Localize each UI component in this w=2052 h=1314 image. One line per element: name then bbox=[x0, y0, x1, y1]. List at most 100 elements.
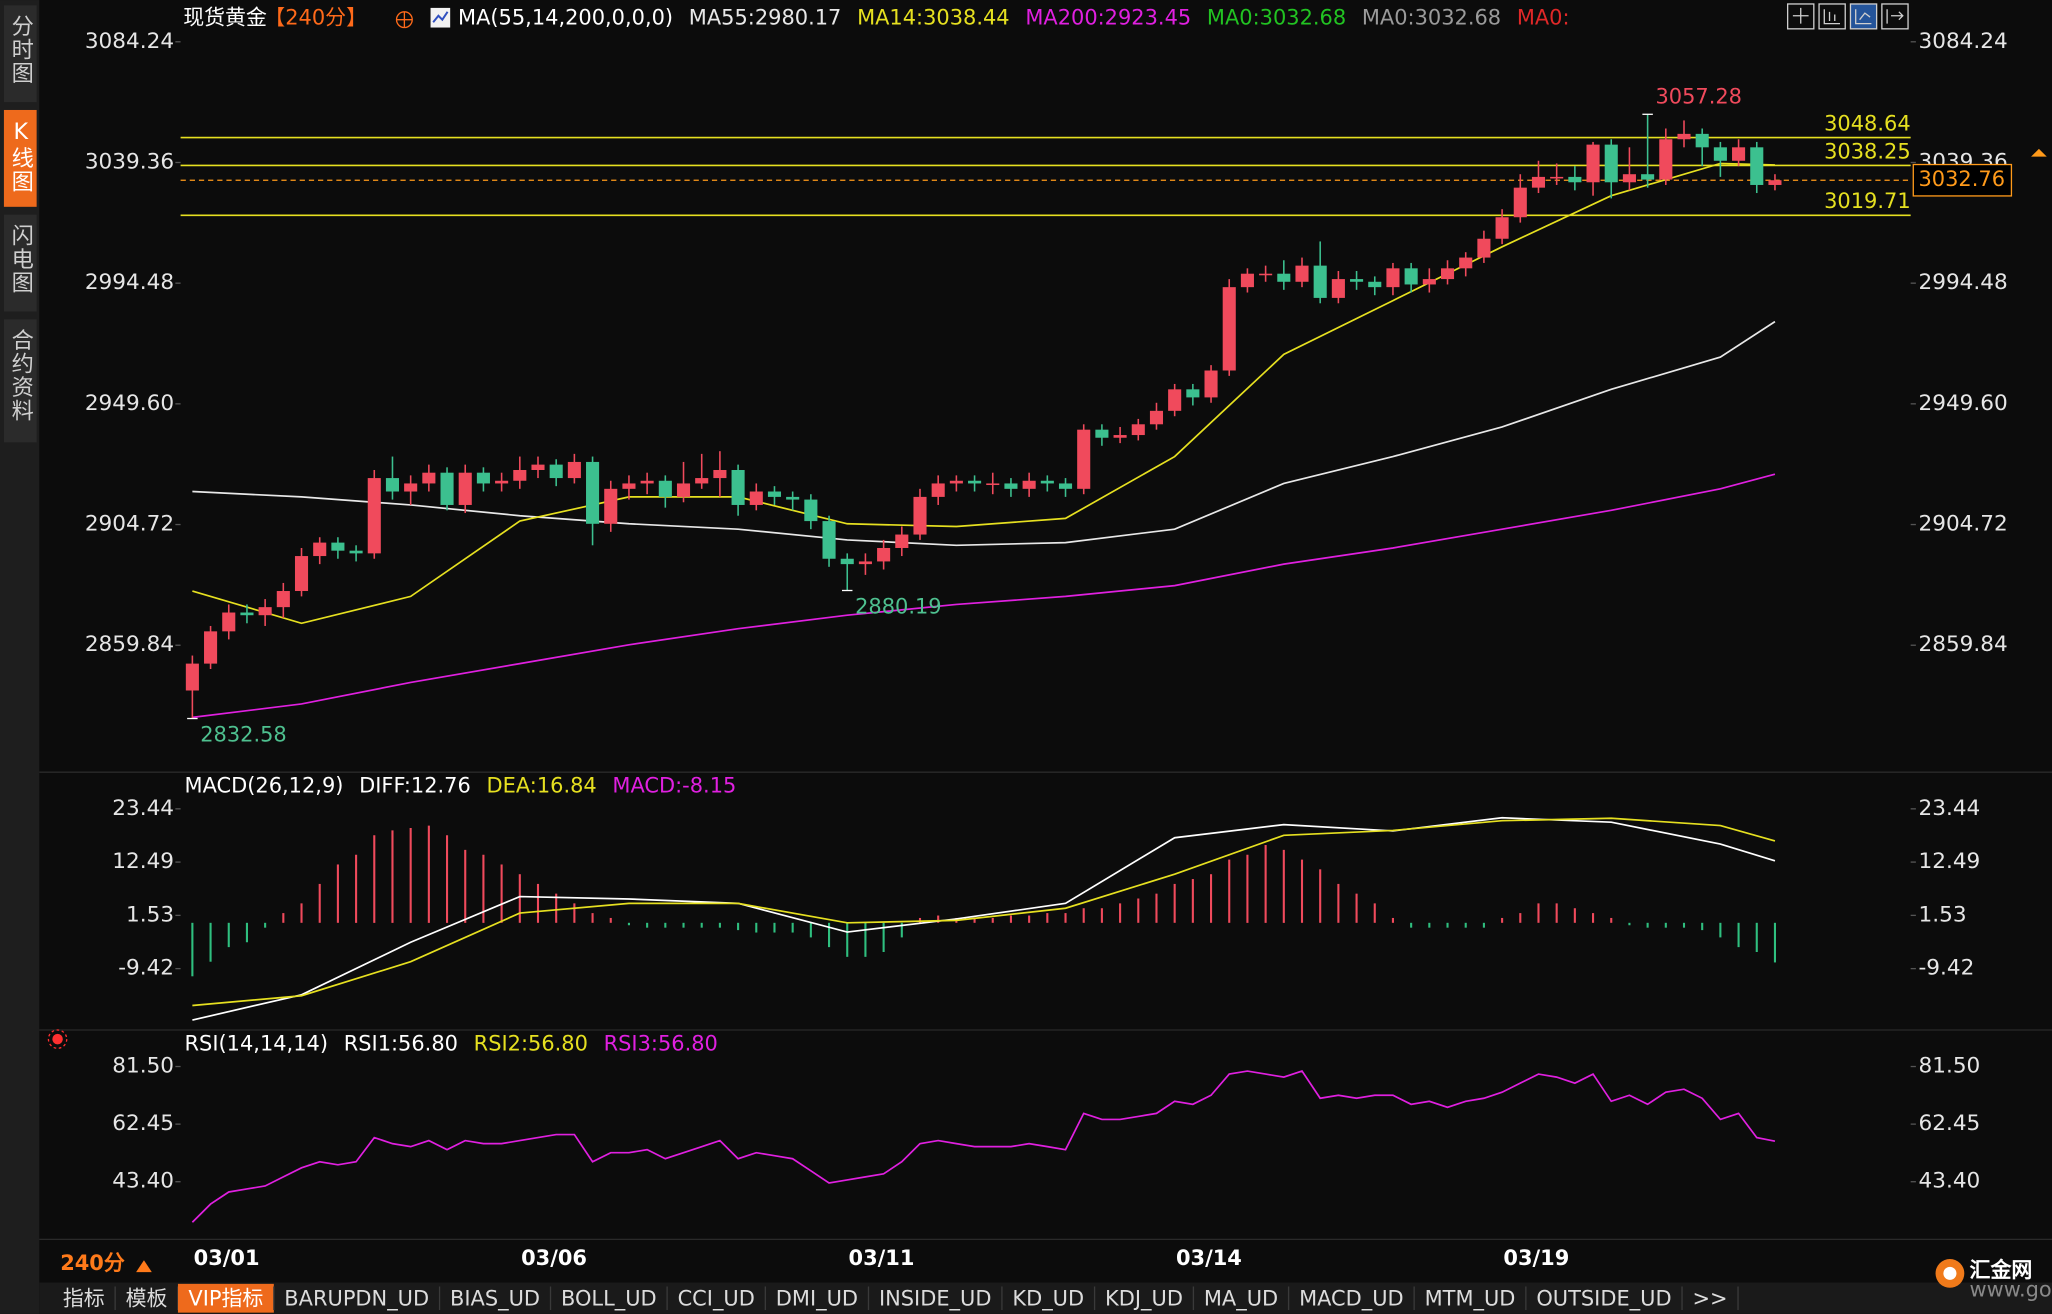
tab[interactable]: VIP指标 bbox=[188, 1287, 263, 1311]
icon-glyph bbox=[1886, 9, 1904, 24]
extreme-label: 2880.19 bbox=[855, 595, 942, 619]
x-tick-label: 03/11 bbox=[849, 1246, 915, 1270]
y2-tick-label: 2859.84 bbox=[1919, 632, 2008, 657]
y-tick-label: 2994.48 bbox=[85, 270, 174, 295]
y-tick-label: 12.49 bbox=[112, 849, 174, 874]
tab[interactable]: MA_UD bbox=[1204, 1287, 1278, 1312]
candle-body bbox=[731, 470, 745, 505]
candle-body bbox=[968, 480, 982, 484]
sidebar-tab[interactable] bbox=[3, 5, 37, 103]
candle-body bbox=[476, 472, 490, 484]
last-price-label: 3032.76 bbox=[1919, 167, 2006, 191]
icon[interactable] bbox=[1881, 3, 1909, 30]
candle-body bbox=[1240, 273, 1254, 288]
marker bbox=[52, 1033, 63, 1045]
candle-body bbox=[1040, 480, 1054, 484]
legend-entry: 现货黄金 bbox=[183, 5, 267, 29]
tab[interactable]: DMI_UD bbox=[776, 1287, 858, 1312]
candle-body bbox=[986, 483, 1000, 486]
tab[interactable]: KD_UD bbox=[1012, 1287, 1084, 1312]
y-tick-label: 2904.72 bbox=[85, 512, 174, 537]
candle-body bbox=[1350, 279, 1364, 282]
tab[interactable]: BOLL_UD bbox=[561, 1287, 657, 1312]
legend-entry: MA0: bbox=[1517, 5, 1570, 29]
candle-body bbox=[513, 470, 527, 481]
legend-entry: MA(55,14,200,0,0,0) bbox=[458, 5, 673, 29]
tab[interactable]: MACD_UD bbox=[1299, 1287, 1404, 1312]
candle-body bbox=[1386, 268, 1400, 288]
indicator-marker bbox=[47, 1029, 68, 1049]
candle-body bbox=[1331, 279, 1345, 298]
sidebar-tab[interactable] bbox=[3, 319, 37, 443]
icon-glyph bbox=[1792, 7, 1809, 24]
tab[interactable]: MTM_UD bbox=[1425, 1287, 1516, 1312]
candle-body bbox=[240, 612, 254, 616]
tab-bg bbox=[177, 1283, 274, 1313]
candle-body bbox=[858, 561, 872, 565]
legend-entry: RSI3:56.80 bbox=[604, 1031, 718, 1055]
candle-body bbox=[294, 556, 309, 592]
icon[interactable] bbox=[1786, 3, 1815, 30]
candle-body bbox=[676, 483, 691, 497]
tab[interactable]: KDJ_UD bbox=[1105, 1287, 1183, 1312]
tab[interactable]: CCI_UD bbox=[678, 1287, 755, 1312]
period-selector[interactable]: 240分 bbox=[60, 1251, 125, 1275]
legend-entry: DEA:16.84 bbox=[487, 774, 597, 798]
legend-entry: MA14:3038.44 bbox=[857, 5, 1010, 29]
y2-tick-label: 3084.24 bbox=[1919, 29, 2008, 54]
logo-url: www.gold678.com bbox=[1970, 1277, 2052, 1301]
tab[interactable]: >> bbox=[1693, 1287, 1728, 1311]
last-price-arrow bbox=[2031, 148, 2047, 157]
y-tick-label: 2859.84 bbox=[85, 632, 174, 657]
y2-tick-label: 62.45 bbox=[1919, 1111, 1981, 1136]
candle-body bbox=[622, 483, 636, 489]
candle-body bbox=[204, 631, 218, 664]
logo: 汇金网 bbox=[1970, 1258, 2033, 1282]
candle-body bbox=[640, 480, 654, 484]
candle-body bbox=[440, 472, 454, 505]
candle-body bbox=[258, 607, 272, 616]
candle-body bbox=[1222, 287, 1236, 371]
price-level-label: 3019.71 bbox=[1824, 189, 1911, 213]
candle-body bbox=[1277, 273, 1291, 282]
sidebar-tab-label: 合约资料 bbox=[8, 328, 34, 423]
candle-body bbox=[276, 591, 290, 608]
candle-body bbox=[695, 478, 709, 484]
y-tick-label: -9.42 bbox=[118, 956, 174, 981]
y2-tick-label: 12.49 bbox=[1919, 849, 1981, 874]
candle-body bbox=[495, 480, 509, 484]
legend-entry: RSI2:56.80 bbox=[474, 1031, 588, 1055]
tab[interactable]: BARUPDN_UD bbox=[284, 1287, 429, 1312]
tab[interactable]: BIAS_UD bbox=[450, 1287, 540, 1312]
candle-body bbox=[422, 472, 436, 484]
sidebar-tab[interactable] bbox=[3, 109, 37, 207]
header-icons bbox=[395, 7, 451, 29]
tab[interactable]: 模板 bbox=[126, 1287, 168, 1311]
icon-glyph bbox=[1855, 9, 1872, 25]
candle-body bbox=[1259, 273, 1273, 276]
sidebar-tab-label: 闪电图 bbox=[8, 223, 34, 294]
legend-entry: MACD(26,12,9) bbox=[185, 774, 344, 798]
tab[interactable]: INSIDE_UD bbox=[879, 1287, 992, 1312]
y2-tick-label: -9.42 bbox=[1919, 956, 1975, 981]
candle-body bbox=[549, 464, 563, 479]
tab[interactable]: OUTSIDE_UD bbox=[1536, 1287, 1671, 1312]
legend-entry: RSI(14,14,14) bbox=[185, 1031, 328, 1055]
legend-entry: RSI1:56.80 bbox=[344, 1031, 458, 1055]
candle-body bbox=[1058, 483, 1073, 489]
legend-entry: MA0:3032.68 bbox=[1207, 5, 1346, 29]
candle-body bbox=[567, 461, 581, 479]
icon[interactable] bbox=[1849, 3, 1878, 30]
candle-body bbox=[1550, 176, 1564, 179]
candle-body bbox=[713, 470, 727, 479]
candle-body bbox=[1149, 410, 1164, 425]
icon[interactable] bbox=[1818, 3, 1846, 30]
period-arrow[interactable] bbox=[136, 1260, 152, 1273]
candle-body bbox=[767, 491, 782, 497]
candle-body bbox=[1168, 389, 1182, 411]
tab[interactable]: 指标 bbox=[63, 1287, 105, 1311]
sidebar-tab[interactable] bbox=[3, 214, 37, 312]
candle-body bbox=[404, 483, 418, 492]
